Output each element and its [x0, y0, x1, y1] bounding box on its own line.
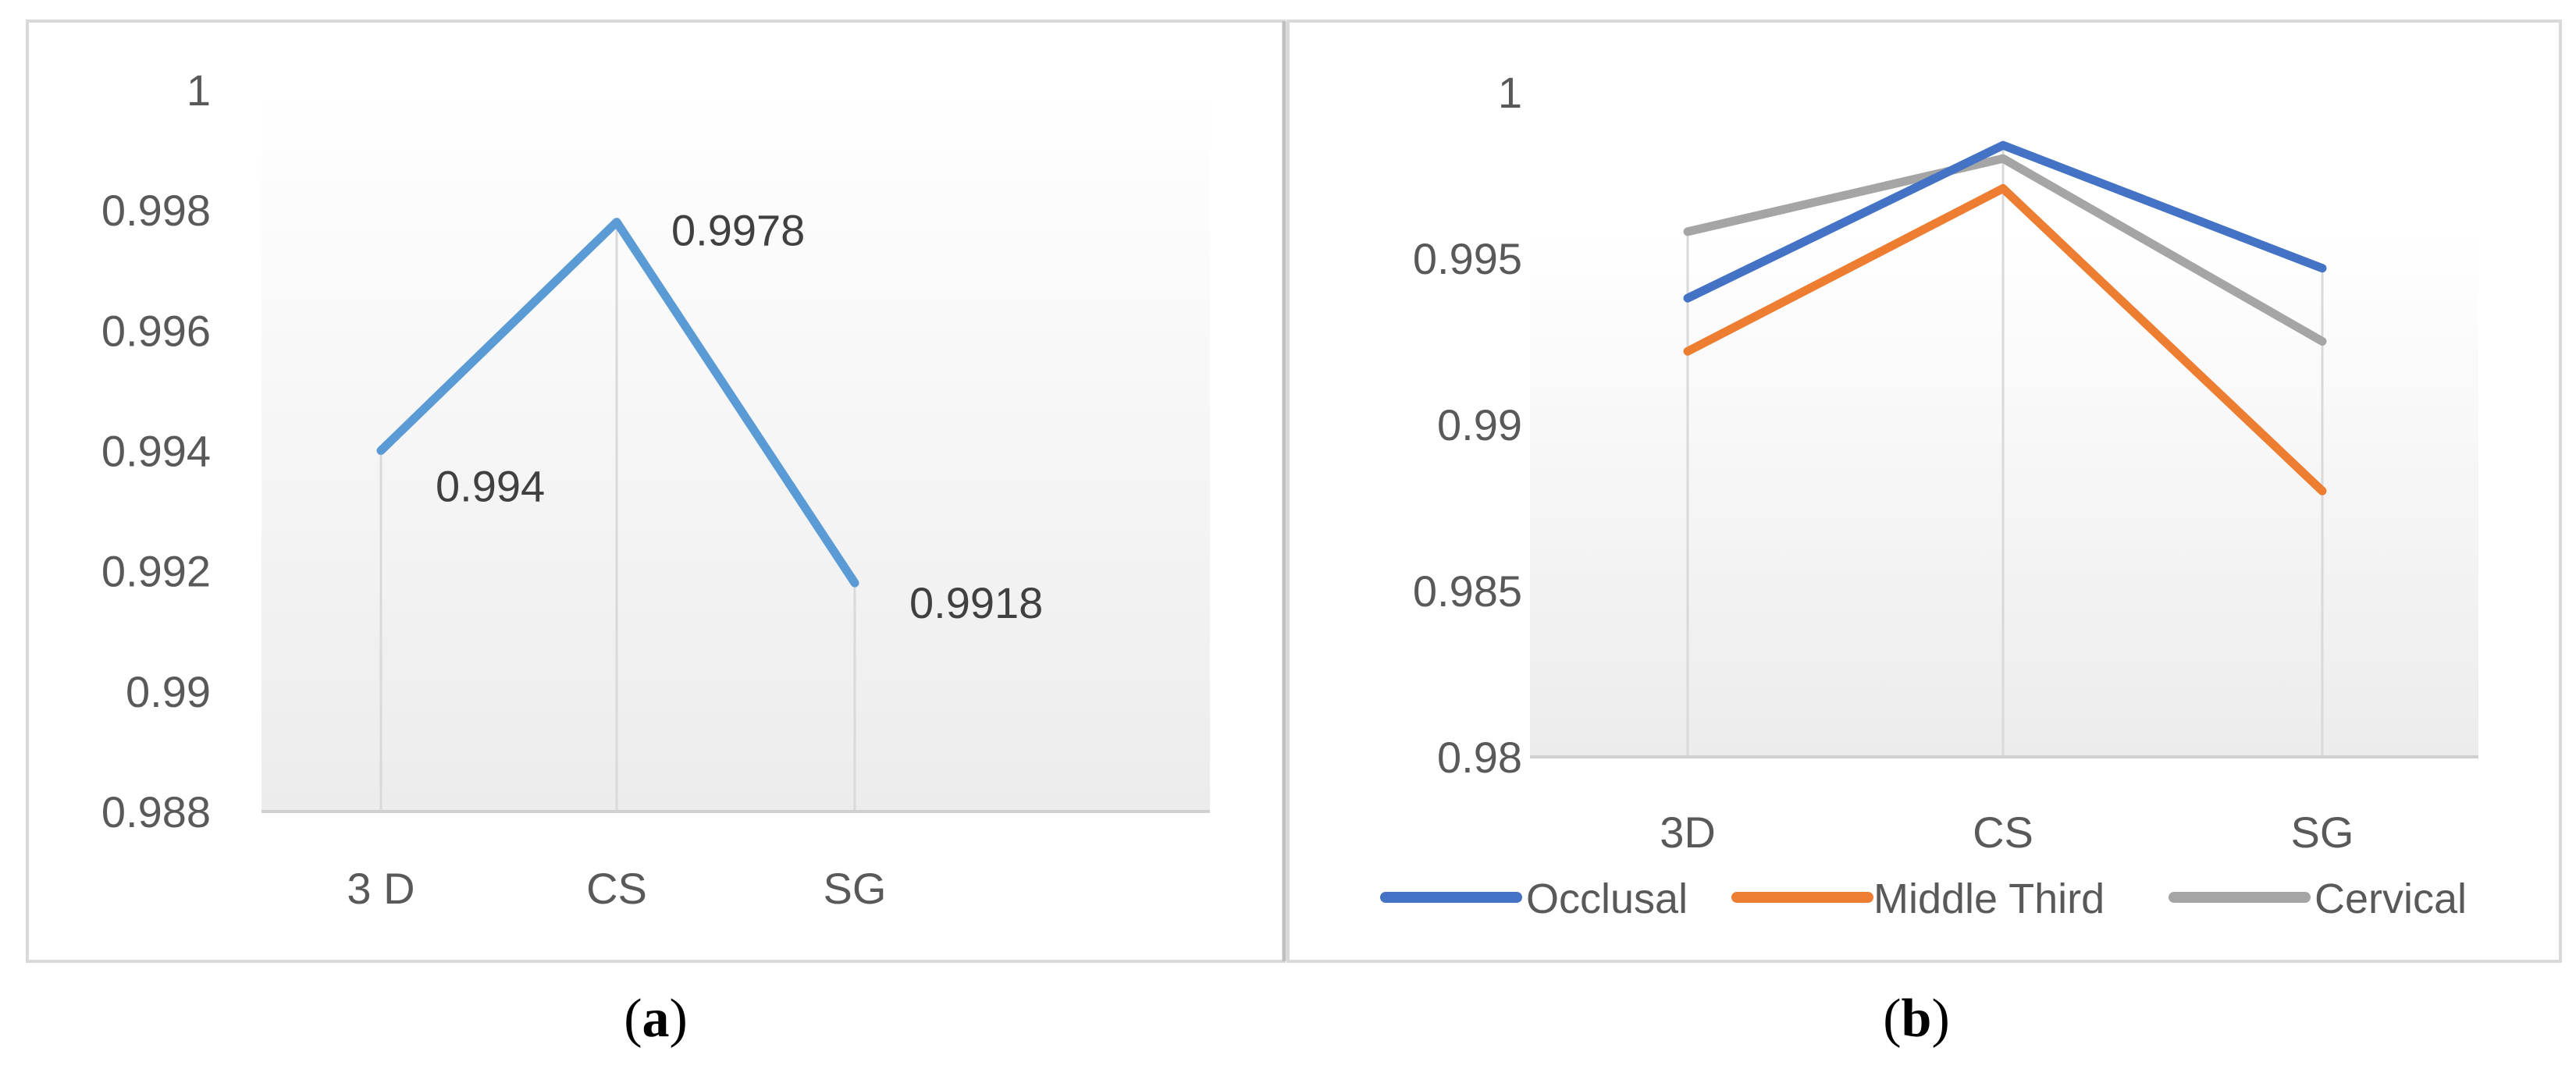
chart-a-series-line: [376, 218, 859, 588]
caption-a-letter: a: [642, 989, 670, 1049]
chart-a-y-tick-label: 0.994: [101, 427, 211, 476]
chart-a-y-tick-label: 0.988: [101, 787, 211, 836]
chart-a-drop-lines: [379, 222, 856, 812]
chart-b-x-axis-ticks: 3D CS SG: [1660, 808, 2354, 857]
legend-label-1: Middle Third: [1873, 875, 2105, 922]
chart-a-y-tick-label: 0.996: [101, 306, 211, 355]
chart-b: 0.98 0.985 0.99 0.995 1 3D CS SG Occlusal Middl…: [1380, 68, 2478, 922]
chart-a-data-label: 0.994: [436, 462, 545, 511]
chart-a-y-tick-label: 0.992: [101, 547, 211, 596]
chart-b-y-tick-label: 0.98: [1437, 733, 1522, 782]
chart-a: 0.988 0.99 0.992 0.994 0.996 0.998 1 3 D CS SG 0…: [101, 66, 1210, 913]
chart-a-y-tick-label: 0.998: [101, 186, 211, 235]
chart-b-y-tick-label: 0.995: [1413, 234, 1522, 283]
chart-b-legend: Occlusal Middle Third Cervical: [1380, 875, 2467, 922]
caption-a: (a): [624, 989, 688, 1049]
chart-b-y-tick-label: 0.985: [1413, 566, 1522, 616]
caption-b: (b): [1883, 989, 1950, 1049]
chart-a-x-tick-label: 3 D: [347, 864, 415, 913]
chart-a-x-tick-label: SG: [824, 864, 887, 913]
chart-a-plot-area: [262, 90, 1210, 812]
chart-b-series-line-0: [1683, 140, 2327, 303]
chart-a-x-axis-ticks: 3 D CS SG: [347, 864, 886, 913]
chart-b-series-line-1: [1683, 184, 2327, 495]
chart-b-x-tick-label: SG: [2291, 808, 2354, 857]
legend-label-2: Cervical: [2314, 875, 2467, 922]
chart-b-x-tick-label: CS: [1973, 808, 2033, 857]
chart-b-series-line-2: [1683, 154, 2327, 346]
caption-b-letter: b: [1902, 989, 1932, 1049]
chart-a-data-label: 0.9978: [671, 206, 805, 255]
chart-a-x-tick-label: CS: [586, 864, 647, 913]
chart-a-data-labels: 0.994 0.9978 0.9918: [436, 206, 1043, 627]
chart-a-series: [376, 218, 859, 588]
chart-a-y-axis-ticks: 0.988 0.99 0.992 0.994 0.996 0.998 1: [101, 66, 211, 836]
chart-b-drop-lines: [1686, 145, 2324, 757]
chart-a-y-tick-label: 0.99: [126, 667, 211, 716]
chart-b-y-tick-label: 1: [1498, 68, 1522, 117]
chart-b-y-tick-label: 0.99: [1437, 400, 1522, 449]
chart-b-series: [1683, 140, 2327, 495]
chart-b-y-axis-ticks: 0.98 0.985 0.99 0.995 1: [1413, 68, 1522, 782]
legend-label-0: Occlusal: [1526, 875, 1688, 922]
chart-b-x-tick-label: 3D: [1660, 808, 1716, 857]
chart-a-data-label: 0.9918: [909, 578, 1043, 627]
chart-a-y-tick-label: 1: [187, 66, 211, 115]
